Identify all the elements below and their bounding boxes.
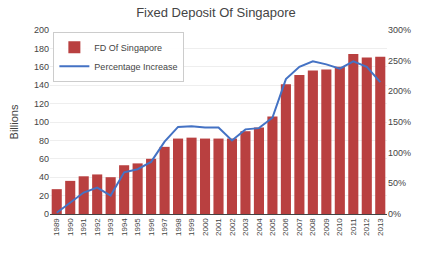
svg-text:2009: 2009 bbox=[322, 218, 331, 236]
svg-text:180: 180 bbox=[34, 44, 49, 54]
svg-text:1990: 1990 bbox=[66, 218, 75, 236]
svg-text:160: 160 bbox=[34, 62, 49, 72]
svg-text:1998: 1998 bbox=[174, 218, 183, 236]
svg-text:150%: 150% bbox=[388, 117, 411, 127]
svg-text:1989: 1989 bbox=[52, 218, 61, 236]
svg-text:2001: 2001 bbox=[214, 218, 223, 236]
svg-text:Fixed Deposit Of Singapore: Fixed Deposit Of Singapore bbox=[136, 5, 296, 20]
svg-text:2012: 2012 bbox=[362, 218, 371, 236]
svg-text:1991: 1991 bbox=[79, 218, 88, 236]
svg-text:140: 140 bbox=[34, 80, 49, 90]
svg-text:1992: 1992 bbox=[93, 218, 102, 236]
svg-text:100%: 100% bbox=[388, 148, 411, 158]
svg-text:1995: 1995 bbox=[133, 218, 142, 236]
svg-text:2003: 2003 bbox=[241, 218, 250, 236]
svg-text:2004: 2004 bbox=[255, 218, 264, 236]
svg-text:60: 60 bbox=[39, 154, 49, 164]
svg-text:2010: 2010 bbox=[335, 218, 344, 236]
svg-text:200: 200 bbox=[34, 25, 49, 35]
svg-text:FD Of Singapore: FD Of Singapore bbox=[94, 43, 162, 53]
svg-text:100: 100 bbox=[34, 117, 49, 127]
svg-text:1997: 1997 bbox=[160, 218, 169, 236]
svg-text:2002: 2002 bbox=[228, 218, 237, 236]
svg-text:2000: 2000 bbox=[201, 218, 210, 236]
svg-text:2013: 2013 bbox=[376, 218, 385, 236]
svg-text:2007: 2007 bbox=[295, 218, 304, 236]
svg-text:2008: 2008 bbox=[308, 218, 317, 236]
svg-text:20: 20 bbox=[39, 191, 49, 201]
svg-text:2011: 2011 bbox=[349, 218, 358, 236]
svg-text:1999: 1999 bbox=[187, 218, 196, 236]
svg-text:1993: 1993 bbox=[106, 218, 115, 236]
svg-text:1994: 1994 bbox=[120, 218, 129, 236]
svg-text:80: 80 bbox=[39, 136, 49, 146]
svg-text:0: 0 bbox=[44, 209, 49, 219]
svg-text:2006: 2006 bbox=[282, 218, 291, 236]
svg-text:1996: 1996 bbox=[147, 218, 156, 236]
svg-text:200%: 200% bbox=[388, 86, 411, 96]
svg-text:300%: 300% bbox=[388, 25, 411, 35]
svg-text:0%: 0% bbox=[388, 209, 401, 219]
svg-text:120: 120 bbox=[34, 99, 49, 109]
svg-text:250%: 250% bbox=[388, 56, 411, 66]
svg-text:2005: 2005 bbox=[268, 218, 277, 236]
svg-text:50%: 50% bbox=[388, 178, 406, 188]
svg-text:Billions: Billions bbox=[8, 104, 20, 139]
svg-text:40: 40 bbox=[39, 172, 49, 182]
svg-text:Percentage Increase: Percentage Increase bbox=[94, 62, 177, 72]
